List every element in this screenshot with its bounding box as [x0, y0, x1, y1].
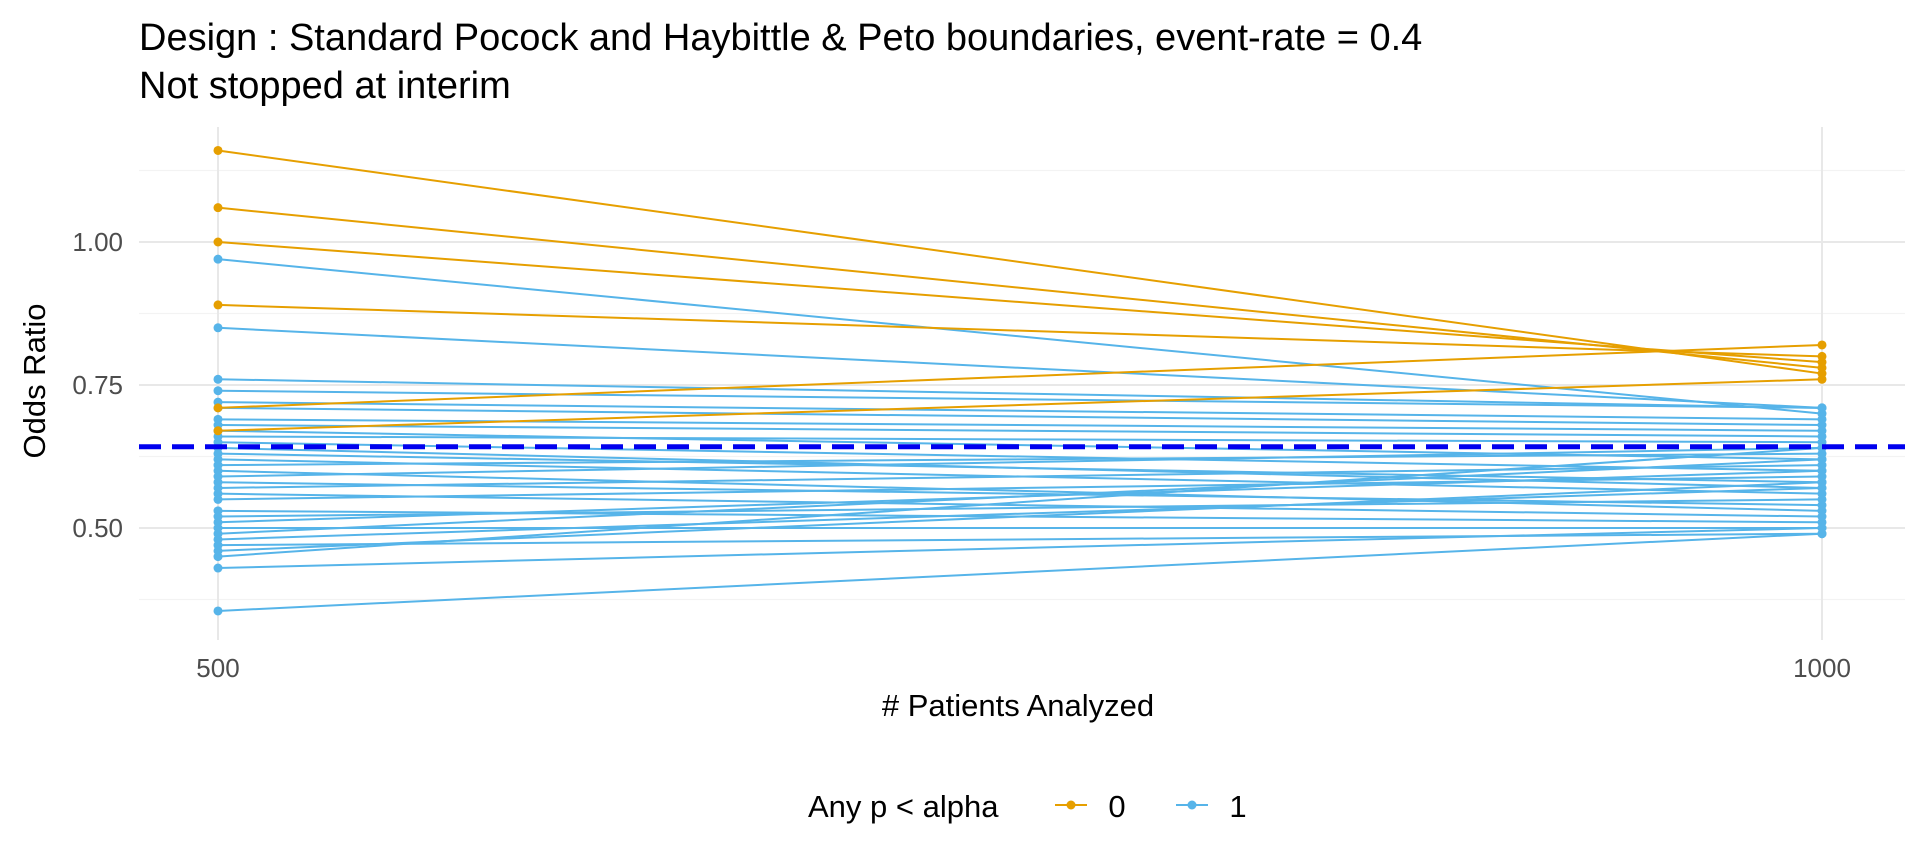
series-line-group-1	[217, 492, 1823, 518]
series-line-group-1	[217, 258, 1823, 415]
series-line-group-1	[217, 458, 1823, 535]
series-line-group-1	[217, 452, 1823, 467]
data-point-group-1	[213, 323, 223, 333]
series-line-group-1	[217, 464, 1823, 489]
series-line-group-0	[217, 241, 1823, 364]
data-point-group-1	[1817, 454, 1827, 464]
legend-title: Any p < alpha	[808, 789, 999, 824]
series-line-group-1	[217, 446, 1823, 478]
data-point-group-0	[213, 237, 223, 247]
data-point-group-1	[213, 374, 223, 384]
chart-subtitle: Not stopped at interim	[139, 65, 511, 107]
series-line-group-1	[217, 486, 1823, 541]
data-point-group-0	[1817, 351, 1827, 361]
legend-key-point	[1187, 800, 1197, 810]
data-point-group-1	[1817, 494, 1827, 504]
legend: Any p < alpha 0 1	[808, 789, 1247, 824]
data-point-group-1	[213, 254, 223, 264]
data-point-group-1	[213, 563, 223, 573]
series-line-group-1	[217, 532, 1823, 612]
y-tick-label: 1.00	[72, 227, 123, 257]
y-axis-title: Odds Ratio	[17, 303, 52, 458]
data-point-group-1	[1817, 477, 1827, 487]
series-line-group-0	[217, 378, 1823, 432]
data-point-group-0	[213, 203, 223, 213]
data-point-group-1	[213, 386, 223, 396]
series-line-group-1	[217, 446, 1823, 558]
x-tick-label: 500	[196, 653, 239, 683]
data-point-group-1	[1817, 403, 1827, 413]
data-point-group-0	[213, 403, 223, 413]
data-point-group-1	[1817, 466, 1827, 476]
chart-title-block: Design : Standard Pocock and Haybittle &…	[139, 14, 1422, 110]
data-point-group-1	[213, 494, 223, 504]
series-line-group-0	[217, 303, 1823, 358]
data-point-group-1	[213, 552, 223, 562]
series-line-group-1	[217, 424, 1823, 438]
series-line-group-0	[217, 343, 1823, 409]
data-point-group-0	[1817, 340, 1827, 350]
legend-entry-label: 1	[1229, 789, 1246, 824]
x-tick-label: 1000	[1793, 653, 1851, 683]
data-point-group-0	[1817, 374, 1827, 384]
series-layer	[139, 145, 1905, 616]
series-line-group-1	[217, 469, 1823, 512]
y-tick-label: 0.50	[72, 513, 123, 543]
series-line-group-1	[217, 401, 1823, 421]
legend-key-point	[1066, 800, 1076, 810]
data-point-group-0	[213, 300, 223, 310]
series-line-group-1	[217, 418, 1823, 432]
x-axis-title: # Patients Analyzed	[882, 688, 1154, 723]
series-line-group-1	[217, 378, 1823, 409]
series-line-group-0	[217, 149, 1823, 375]
series-line-group-1	[217, 406, 1823, 427]
data-point-group-0	[213, 426, 223, 436]
data-point-group-1	[213, 606, 223, 616]
axis-layer: 0.50 0.75 1.00 500 1000	[72, 227, 1851, 683]
data-point-group-0	[213, 145, 223, 155]
y-tick-label: 0.75	[72, 370, 123, 400]
chart-title: Design : Standard Pocock and Haybittle &…	[139, 17, 1423, 59]
data-point-group-1	[1817, 529, 1827, 539]
series-line-group-1	[217, 326, 1823, 409]
series-line-group-1	[217, 435, 1823, 444]
series-line-group-1	[217, 452, 1823, 484]
series-line-group-1	[217, 389, 1823, 409]
legend-entry-label: 0	[1108, 789, 1125, 824]
series-line-group-1	[217, 527, 1823, 570]
